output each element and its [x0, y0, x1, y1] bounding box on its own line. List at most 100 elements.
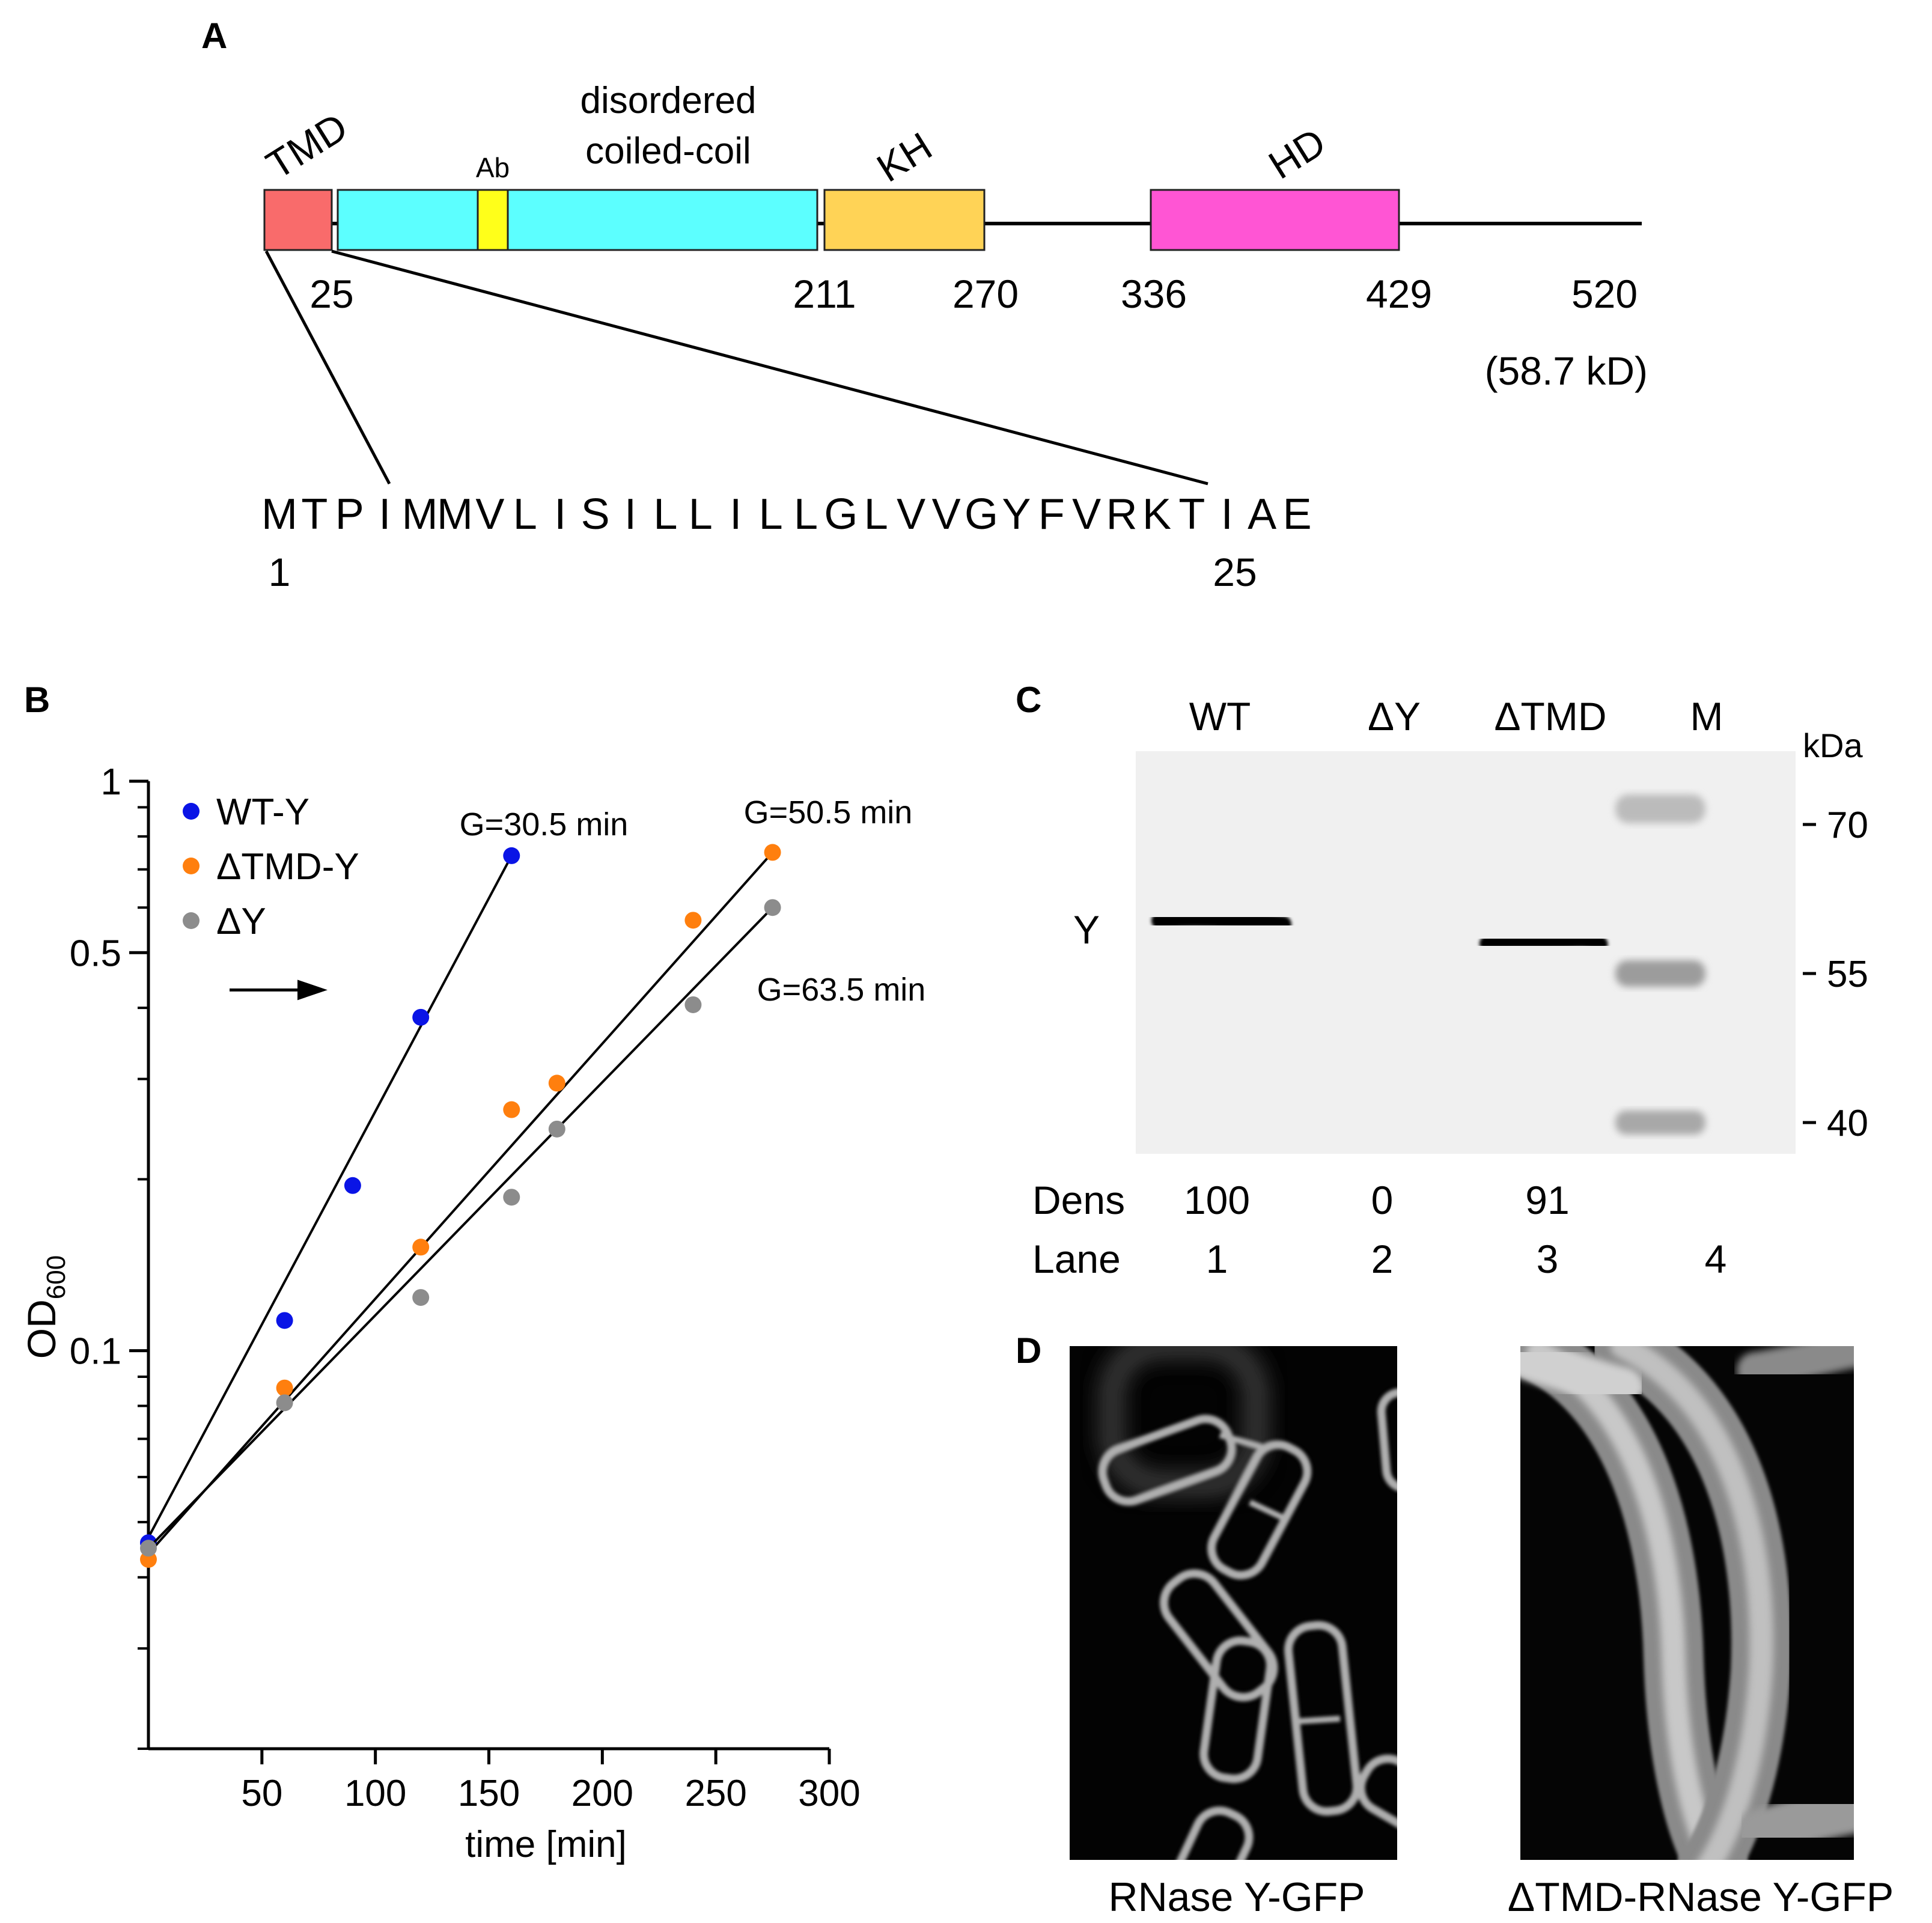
data-point — [412, 1239, 430, 1256]
data-point — [764, 899, 781, 916]
lane-header-marker: M — [1690, 694, 1723, 739]
fit-line — [147, 906, 774, 1549]
x-tick-label: 300 — [798, 1773, 860, 1814]
lane-number-3: 3 — [1537, 1237, 1559, 1281]
sequence-residue: L — [689, 490, 713, 538]
dens-label: Dens — [1032, 1178, 1125, 1222]
x-tick-label: 100 — [344, 1773, 406, 1814]
sequence-residue: V — [475, 490, 504, 538]
data-point — [503, 1101, 520, 1118]
legend-marker — [183, 803, 200, 820]
domain-hd — [1150, 189, 1400, 251]
band-label-y: Y — [1073, 907, 1100, 952]
y-axis-label: OD600 — [19, 1255, 71, 1359]
arrow-head — [297, 980, 328, 1001]
panel-label-d: D — [1016, 1330, 1041, 1371]
domain-kh — [823, 189, 986, 251]
sequence-residue: S — [581, 490, 610, 538]
micrograph-delta-tmd-rnase-y-gfp — [1520, 1346, 1854, 1860]
zoom-line-right — [331, 249, 1208, 486]
sequence-residue: E — [1283, 490, 1312, 538]
panel-label-a: A — [201, 16, 227, 56]
blot-quantification: Dens 100 0 91 Lane 1 2 3 4 — [1032, 1178, 1726, 1281]
lane-number-1: 1 — [1206, 1237, 1228, 1281]
data-point — [548, 1074, 565, 1092]
label-coiled-coil: coiled-coil — [585, 130, 751, 172]
lane-header-delta-y: ΔY — [1368, 694, 1421, 739]
sequence-residue: G — [824, 490, 858, 538]
lane-headers: WT ΔY ΔTMD M — [1189, 694, 1723, 739]
seq-start-number: 1 — [269, 550, 291, 594]
sequence-residue: L — [759, 490, 783, 538]
panel-c: C WT ΔY ΔTMD M kDa Y 70 55 40 Dens 100 0… — [1016, 680, 1868, 1281]
x-tick-label: 250 — [684, 1773, 746, 1814]
data-point — [503, 847, 520, 864]
data-point — [140, 1540, 157, 1557]
kda-title: kDa — [1803, 727, 1863, 764]
label-ab: Ab — [476, 152, 510, 183]
fit-line — [147, 852, 774, 1555]
caption-rnase-y-gfp: RNase Y-GFP — [1108, 1874, 1365, 1920]
data-point — [344, 1177, 361, 1194]
lane-label: Lane — [1032, 1237, 1121, 1281]
band-wt — [1151, 910, 1291, 933]
mass-label: (58.7 kD) — [1485, 349, 1648, 393]
seq-end-number: 25 — [1213, 550, 1257, 594]
lane-header-wt: WT — [1189, 694, 1251, 739]
sequence-residue: L — [864, 490, 888, 538]
x-tick-label: 200 — [571, 1773, 633, 1814]
y-tick-label: 0.5 — [70, 933, 121, 974]
data-point — [548, 1120, 565, 1138]
sequence-residue: V — [1072, 490, 1101, 538]
sequence-residue: V — [932, 490, 961, 538]
growth-rate-label: G=63.5 min — [757, 972, 926, 1008]
panel-a: A TMD Ab disordered coiled-coil KH HD 25… — [201, 16, 1648, 594]
marker-70: 70 — [1827, 805, 1868, 846]
data-point — [276, 1312, 293, 1329]
pos-25: 25 — [309, 272, 353, 316]
marker-band-55 — [1615, 960, 1705, 987]
band-delta-tmd — [1479, 931, 1608, 952]
marker-40: 40 — [1827, 1103, 1868, 1144]
data-point — [412, 1289, 430, 1306]
label-tmd: TMD — [258, 104, 355, 187]
pos-211: 211 — [793, 272, 856, 316]
marker-band-40 — [1615, 1111, 1705, 1135]
panel-label-c: C — [1016, 680, 1041, 720]
pos-270: 270 — [952, 272, 1019, 316]
fit-line — [147, 855, 513, 1538]
growth-rate-label: G=30.5 min — [460, 806, 629, 843]
x-tick-label: 150 — [458, 1773, 520, 1814]
data-point — [684, 912, 702, 929]
legend-marker — [183, 858, 200, 874]
marker-labels: 70 55 40 — [1803, 805, 1868, 1144]
y-tick-label: 0.1 — [70, 1331, 121, 1373]
position-labels: 25 211 270 336 429 520 (58.7 kD) — [309, 272, 1648, 393]
sequence-residue: M — [437, 490, 473, 538]
tmd-sequence: M T P I MM V L I S I L L I L L G L V V G Y F V R K T I A E — [261, 490, 1312, 538]
data-point — [276, 1394, 293, 1412]
panel-label-b: B — [24, 680, 50, 720]
micrograph-rnase-y-gfp — [1070, 1346, 1397, 1860]
dens-lane1: 100 — [1184, 1178, 1250, 1222]
x-axis-label: time [min] — [465, 1824, 627, 1865]
domain-tmd — [263, 189, 333, 251]
sequence-residue: I — [554, 490, 566, 538]
y-tick-label: 1 — [101, 761, 121, 803]
data-point — [276, 1379, 293, 1397]
legend-label: ΔY — [216, 901, 266, 942]
pos-429: 429 — [1366, 272, 1432, 316]
dens-lane3: 91 — [1525, 1178, 1569, 1222]
data-point — [764, 844, 781, 861]
lane-header-delta-tmd: ΔTMD — [1494, 694, 1606, 739]
sequence-residue: M — [402, 490, 438, 538]
sequence-residue: V — [897, 490, 925, 538]
label-kh: KH — [869, 124, 939, 190]
data-point — [684, 996, 702, 1013]
sequence-residue: A — [1248, 490, 1276, 538]
sequence-residue: F — [1038, 490, 1065, 538]
sequence-residue: G — [964, 490, 998, 538]
sequence-residue: T — [301, 490, 328, 538]
domain-coiled-coil — [337, 189, 818, 251]
